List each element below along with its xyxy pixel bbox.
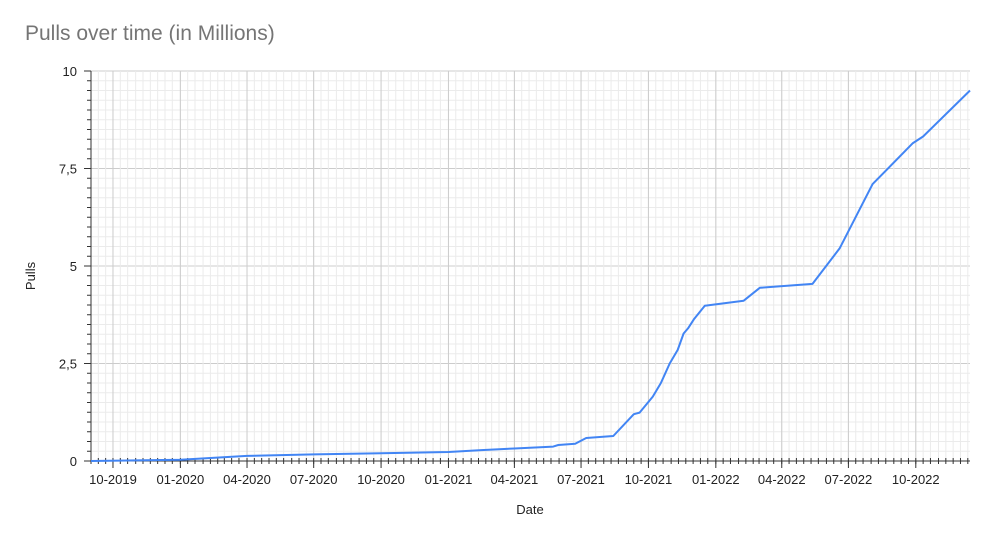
y-tick-label: 7,5 bbox=[59, 162, 77, 177]
y-tick-label: 0 bbox=[70, 454, 77, 469]
x-tick-label: 01-2021 bbox=[425, 472, 473, 487]
x-tick-label: 10-2022 bbox=[892, 472, 940, 487]
x-tick-label: 04-2021 bbox=[491, 472, 539, 487]
chart-title: Pulls over time (in Millions) bbox=[25, 22, 275, 45]
x-tick-label: 10-2021 bbox=[625, 472, 673, 487]
y-tick-label: 5 bbox=[70, 259, 77, 274]
x-axis-label: Date bbox=[516, 502, 543, 517]
x-tick-label: 07-2022 bbox=[825, 472, 873, 487]
x-tick-label: 01-2022 bbox=[692, 472, 740, 487]
x-tick-label: 10-2019 bbox=[89, 472, 137, 487]
series-line bbox=[90, 89, 971, 462]
x-tick-label: 07-2021 bbox=[557, 472, 605, 487]
x-tick-label: 04-2022 bbox=[758, 472, 806, 487]
axes: 10-2019 01-2020 04-2020 07-2020 10-2020 01-20… bbox=[59, 64, 970, 487]
y-tick-label: 10 bbox=[63, 64, 77, 79]
x-tick-label: 01-2020 bbox=[157, 472, 205, 487]
y-axis-label: Pulls bbox=[23, 261, 38, 290]
x-tick-label: 07-2020 bbox=[290, 472, 338, 487]
grid bbox=[90, 70, 970, 462]
y-tick-label: 2,5 bbox=[59, 357, 77, 372]
x-tick-label: 10-2020 bbox=[357, 472, 405, 487]
x-tick-label: 04-2020 bbox=[223, 472, 271, 487]
